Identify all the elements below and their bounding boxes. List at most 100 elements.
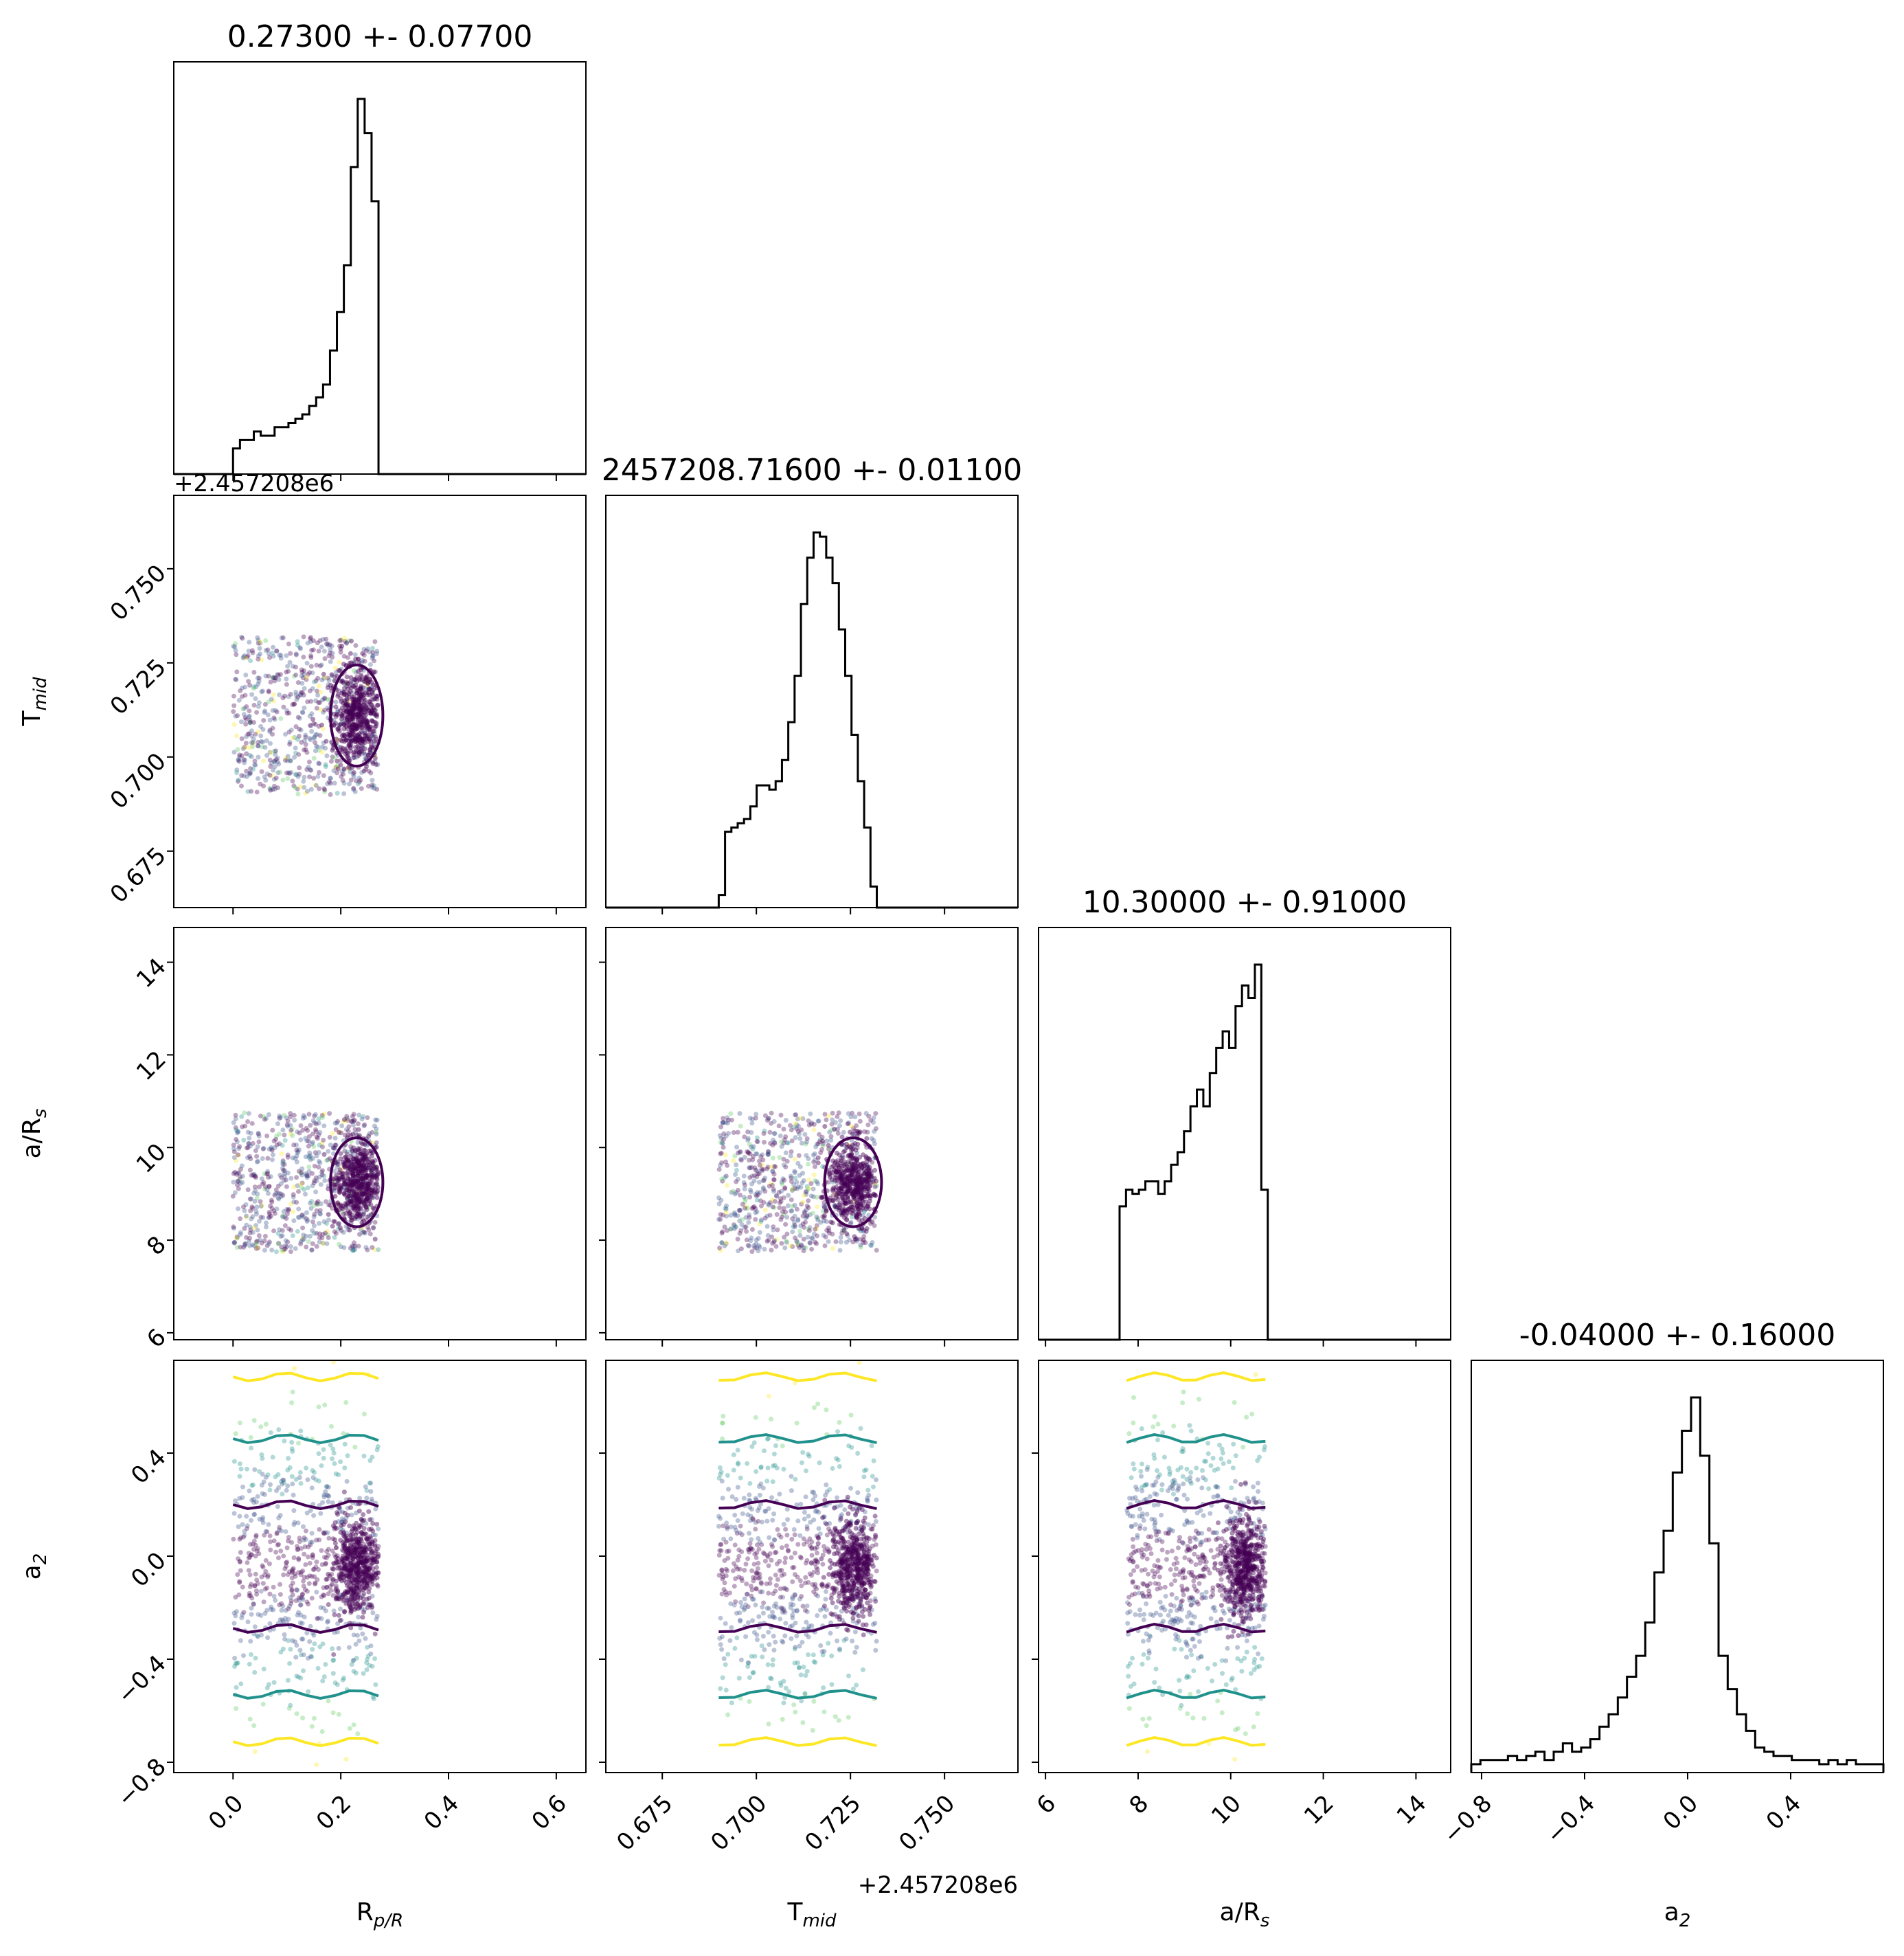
sample-point: [805, 1235, 811, 1240]
sample-point: [792, 1551, 797, 1555]
sample-point: [804, 1213, 810, 1218]
sample-point: [306, 1154, 312, 1159]
sample-point: [345, 1184, 350, 1190]
sample-point: [344, 726, 350, 731]
sample-point: [231, 1143, 236, 1148]
sample-point: [343, 701, 348, 706]
sample-point: [328, 647, 333, 653]
sample-point: [297, 1620, 303, 1626]
sample-point: [365, 734, 370, 739]
sample-point: [326, 1602, 331, 1607]
sample-point: [247, 1572, 253, 1577]
sample-point: [800, 1180, 805, 1186]
sample-point: [254, 789, 260, 795]
sample-point: [848, 1129, 852, 1135]
sample-point: [371, 734, 376, 740]
sample-point: [322, 695, 328, 701]
sample-point: [258, 739, 264, 744]
sample-point: [314, 1154, 319, 1158]
sample-point: [343, 1117, 349, 1123]
sample-point: [265, 1156, 271, 1161]
sample-point: [231, 1226, 236, 1231]
sample-point: [343, 748, 348, 754]
sample-point: [363, 704, 368, 709]
sample-point: [316, 747, 321, 753]
sample-point: [365, 720, 370, 726]
sample-point: [254, 1241, 260, 1246]
sample-point: [256, 729, 261, 734]
sample-point: [311, 1632, 317, 1638]
sample-point: [337, 660, 342, 665]
sample-point: [275, 1121, 280, 1127]
sample-point: [270, 1454, 275, 1460]
sample-point: [735, 1237, 740, 1241]
sample-point: [270, 708, 275, 713]
sample-point: [324, 1199, 328, 1204]
sample-point: [320, 1500, 326, 1505]
sample-point: [348, 742, 354, 747]
sample-point: [716, 1217, 721, 1222]
sample-point: [257, 1469, 262, 1474]
sample-point: [795, 1184, 801, 1189]
sample-point: [368, 1489, 374, 1494]
sample-point: [325, 781, 330, 787]
sample-point: [282, 1247, 286, 1252]
sample-point: [343, 702, 349, 708]
sample-point: [293, 772, 298, 777]
sample-point: [345, 751, 350, 756]
sample-point: [313, 740, 317, 745]
sample-point: [233, 1125, 238, 1130]
sample-point: [747, 1175, 753, 1180]
sample-point: [346, 738, 352, 743]
sample-point: [294, 1154, 299, 1159]
sample-point: [346, 708, 352, 714]
sample-point: [352, 677, 358, 682]
sample-point: [356, 1127, 361, 1132]
sample-point: [370, 655, 375, 661]
sample-point: [296, 1555, 302, 1561]
y-tick-label: −0.8: [112, 1753, 172, 1812]
sample-point: [762, 1207, 768, 1213]
sample-point: [272, 1193, 277, 1198]
sample-point: [316, 1451, 321, 1457]
sample-point: [363, 756, 367, 761]
sample-point: [285, 664, 291, 669]
sample-point: [250, 1242, 256, 1248]
sample-point: [351, 694, 356, 699]
sample-point: [772, 1140, 778, 1146]
sample-point: [361, 1411, 367, 1417]
sample-point: [371, 687, 376, 693]
sample-point: [251, 1496, 256, 1502]
sample-point: [747, 1116, 753, 1121]
sample-point: [369, 710, 374, 715]
sample-point: [861, 1474, 867, 1480]
sample-point: [293, 745, 298, 751]
sample-point: [363, 679, 369, 685]
sample-point: [367, 724, 372, 730]
sample-point: [273, 1474, 278, 1480]
sample-point: [348, 689, 353, 694]
sample-point: [240, 706, 246, 712]
sample-point: [271, 675, 276, 681]
sample-point: [872, 1129, 877, 1134]
sample-point: [344, 702, 350, 708]
y-tick-label: −0.4: [112, 1650, 172, 1709]
sample-point: [361, 719, 366, 724]
sample-point: [234, 1127, 239, 1133]
sample-point: [356, 668, 361, 674]
sample-point: [267, 1487, 273, 1493]
sample-point: [284, 770, 289, 776]
sample-point: [749, 1227, 755, 1232]
sample-point: [304, 1599, 310, 1605]
sample-point: [338, 1244, 343, 1250]
sample-point: [716, 1167, 722, 1172]
sample-point: [339, 705, 345, 710]
sample-point: [374, 1129, 378, 1135]
sample-point: [316, 1567, 321, 1572]
sample-point: [240, 694, 245, 699]
sample-point: [269, 750, 274, 755]
sample-point: [328, 776, 333, 780]
sample-point: [350, 1152, 355, 1158]
sample-point: [302, 1187, 307, 1192]
sample-point: [352, 696, 357, 701]
